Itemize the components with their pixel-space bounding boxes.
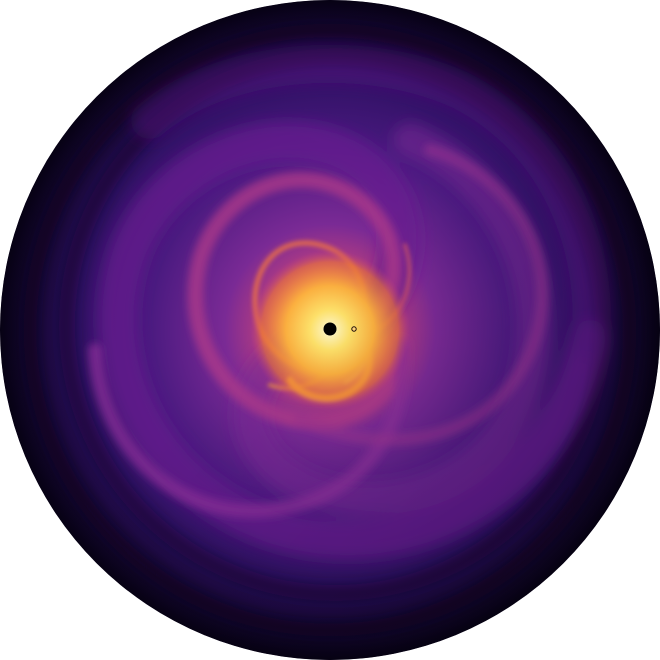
companion-planet-marker	[351, 326, 357, 332]
central-star-marker	[323, 322, 337, 336]
